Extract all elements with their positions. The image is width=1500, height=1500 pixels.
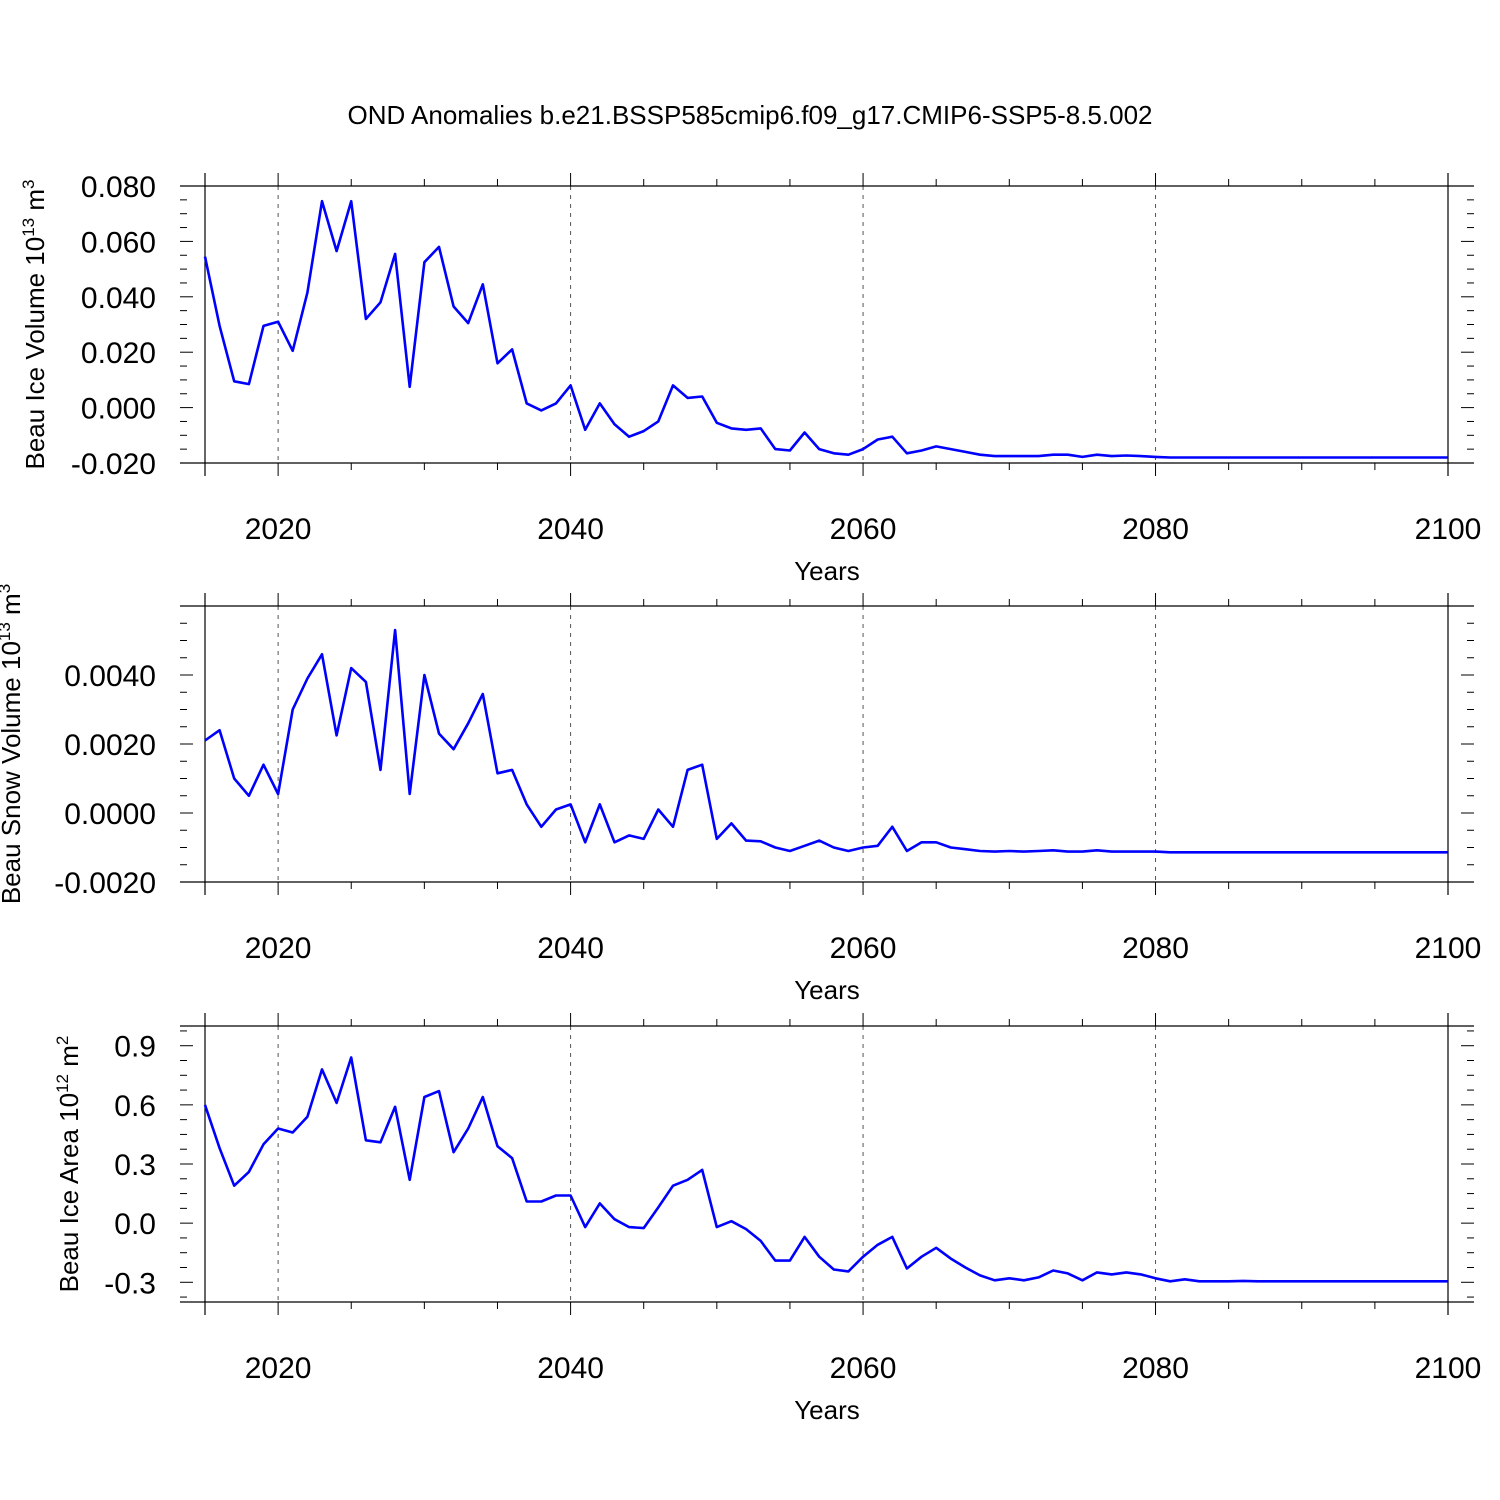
x-tick-label: 2060 — [830, 932, 897, 965]
x-tick-label: 2100 — [1415, 1352, 1482, 1385]
x-tick-label: 2060 — [830, 1352, 897, 1385]
y-axis-label-superscript: 3 — [19, 180, 38, 189]
x-tick-label: 2080 — [1122, 932, 1189, 965]
y-tick-label: 0.040 — [81, 282, 156, 315]
y-tick-label: 0.0 — [114, 1208, 156, 1241]
x-tick-label: 2020 — [245, 932, 312, 965]
y-tick-label: 0.060 — [81, 226, 156, 259]
x-tick-label: 2020 — [245, 1352, 312, 1385]
x-tick-label: 2040 — [537, 932, 604, 965]
y-tick-label: 0.0000 — [64, 798, 156, 831]
y-axis-label: Beau Ice Area 1012 m2 — [53, 1036, 84, 1293]
y-axis-label: Beau Ice Volume 1013 m3 — [19, 180, 50, 470]
x-axis-label: Years — [794, 556, 860, 586]
y-tick-label: 0.080 — [81, 171, 156, 204]
y-tick-label: 0.9 — [114, 1031, 156, 1064]
y-axis-label-text: Beau Ice Volume 10 — [20, 237, 50, 470]
y-axis-label-text: Beau Ice Area 10 — [54, 1093, 84, 1292]
y-tick-label: 0.0020 — [64, 729, 156, 762]
series-line — [203, 1056, 1448, 1283]
y-tick-label: 0.6 — [114, 1090, 156, 1123]
panel-ice-area: 2020 2040 2060 2080 2100 -0.3 0.0 0.3 0.6 0.9 Year… — [53, 1013, 1481, 1425]
y-tick-label: 0.3 — [114, 1149, 156, 1182]
y-axis-label-superscript: 3 — [0, 584, 14, 593]
y-tick-label: -0.020 — [71, 448, 156, 481]
y-tick-label: 0.020 — [81, 337, 156, 370]
x-tick-label: 2080 — [1122, 513, 1189, 546]
x-tick-label: 2080 — [1122, 1352, 1189, 1385]
series-line — [204, 628, 1448, 854]
y-axis-label-superscript: 13 — [0, 622, 14, 641]
y-axis-label-text: m — [54, 1045, 84, 1074]
x-tick-label: 2100 — [1415, 932, 1482, 965]
x-tick-label: 2020 — [245, 513, 312, 546]
y-axis-label-superscript: 2 — [53, 1036, 72, 1045]
y-axis-label-text: m — [20, 189, 50, 218]
panel-ice-volume: 2020 2040 2060 2080 2100 -0.020 0.000 0.020 0.04… — [19, 171, 1481, 586]
x-tick-label: 2040 — [537, 513, 604, 546]
series-line — [203, 199, 1448, 459]
y-tick-label: 0.0040 — [64, 660, 156, 693]
y-tick-label: -0.0020 — [54, 867, 156, 900]
y-tick-label: 0.000 — [81, 393, 156, 426]
x-tick-label: 2040 — [537, 1352, 604, 1385]
x-tick-label: 2060 — [830, 513, 897, 546]
y-axis-label-text: m — [0, 593, 26, 622]
panel-snow-volume: 2020 2040 2060 2080 2100 -0.0020 0.0000 0.0020 0… — [0, 584, 1481, 1005]
x-axis-label: Years — [794, 975, 860, 1005]
x-axis-label: Years — [794, 1395, 860, 1425]
y-axis-label-superscript: 12 — [53, 1074, 72, 1093]
chart-title: OND Anomalies b.e21.BSSP585cmip6.f09_g17… — [347, 100, 1152, 130]
y-axis-label: Beau Snow Volume 1013 m3 — [0, 584, 26, 904]
y-axis-label-text: Beau Snow Volume 10 — [0, 641, 26, 904]
x-tick-label: 2100 — [1415, 513, 1482, 546]
y-tick-label: -0.3 — [104, 1267, 156, 1300]
y-axis-label-superscript: 13 — [19, 218, 38, 237]
